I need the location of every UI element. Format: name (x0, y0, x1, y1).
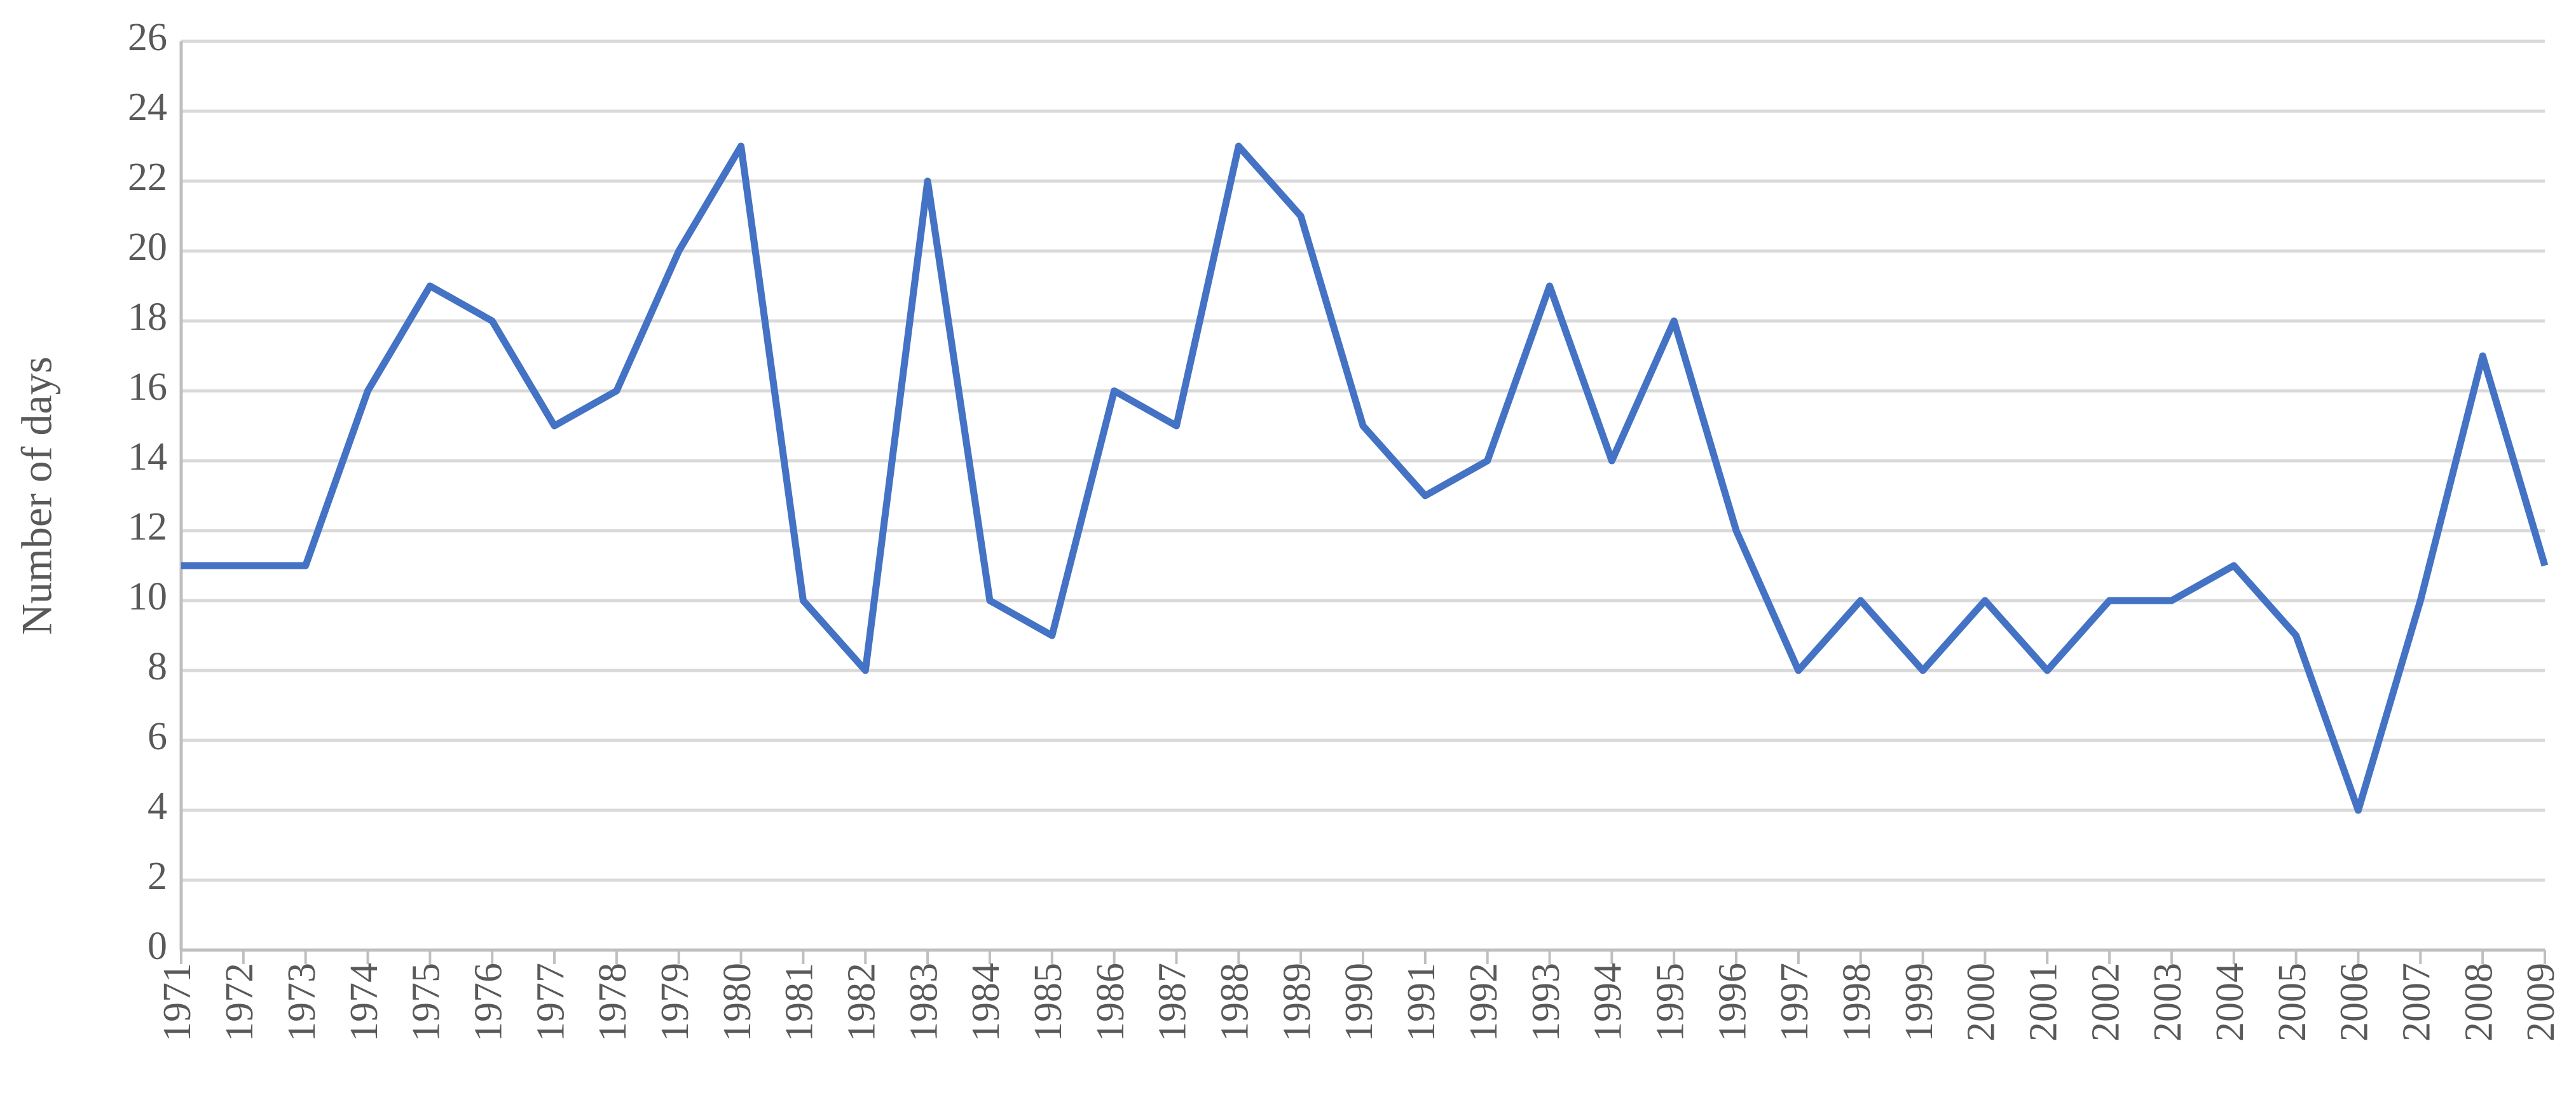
x-tick-label: 2007 (2395, 963, 2439, 1042)
y-tick-label: 24 (128, 86, 167, 129)
x-tick-label: 1995 (1648, 963, 1692, 1042)
x-tick-label: 1978 (591, 963, 634, 1042)
x-tick-label: 1972 (218, 963, 261, 1042)
y-tick-label: 16 (128, 365, 167, 409)
y-tick-label: 12 (128, 505, 167, 548)
x-tick-label: 1980 (716, 963, 759, 1042)
x-tick-label: 1984 (964, 963, 1008, 1042)
x-tick-label: 2005 (2271, 963, 2314, 1042)
x-tick-label: 1975 (405, 963, 448, 1042)
y-tick-label: 20 (128, 226, 167, 269)
y-tick-label: 10 (128, 575, 167, 618)
x-tick-label: 1982 (840, 963, 883, 1042)
x-tick-label: 1993 (1524, 963, 1568, 1042)
x-tick-label: 1977 (529, 963, 572, 1042)
x-tick-label: 1997 (1773, 963, 1816, 1042)
y-tick-label: 26 (128, 16, 167, 59)
x-tick-label: 1986 (1089, 963, 1132, 1042)
x-tick-label: 1990 (1338, 963, 1381, 1042)
y-tick-label: 2 (147, 855, 167, 898)
x-tick-label: 1979 (654, 963, 697, 1042)
x-tick-label: 1974 (343, 963, 386, 1042)
data-line (181, 142, 2549, 814)
x-tick-label: 1973 (280, 963, 324, 1042)
x-tick-label: 1996 (1711, 963, 1754, 1042)
x-tick-label: 1983 (902, 963, 945, 1042)
x-tick-label: 1987 (1151, 963, 1195, 1042)
x-tick-label: 2002 (2084, 963, 2127, 1042)
x-tick-label: 1994 (1587, 963, 1630, 1042)
y-tick-label: 4 (147, 785, 167, 828)
x-tick-label: 1985 (1027, 963, 1070, 1042)
y-axis-label: Number of days (13, 357, 61, 635)
y-tick-label: 0 (147, 925, 167, 968)
x-tick-label: 2004 (2209, 963, 2252, 1042)
x-tick-label: 1988 (1214, 963, 1257, 1042)
x-tick-label: 2001 (2022, 963, 2065, 1042)
y-tick-label: 14 (128, 435, 167, 479)
x-tick-label: 1971 (156, 963, 199, 1042)
x-tick-label: 1999 (1898, 963, 1941, 1042)
y-tick-label: 18 (128, 296, 167, 339)
x-tick-label: 2008 (2457, 963, 2500, 1042)
x-tick-label: 1991 (1400, 963, 1443, 1042)
x-tick-label: 2006 (2333, 963, 2376, 1042)
x-tick-label: 1998 (1835, 963, 1879, 1042)
x-tick-label: 1989 (1275, 963, 1319, 1042)
x-tick-label: 2000 (1960, 963, 2003, 1042)
y-tick-label: 22 (128, 156, 167, 199)
x-tick-label: 1992 (1462, 963, 1505, 1042)
x-tick-label: 1981 (778, 963, 821, 1042)
x-tick-label: 1976 (467, 963, 510, 1042)
y-tick-label: 8 (147, 645, 167, 688)
y-tick-label: 6 (147, 715, 167, 758)
x-tick-label: 2009 (2519, 963, 2563, 1042)
x-tick-label: 2003 (2146, 963, 2189, 1042)
